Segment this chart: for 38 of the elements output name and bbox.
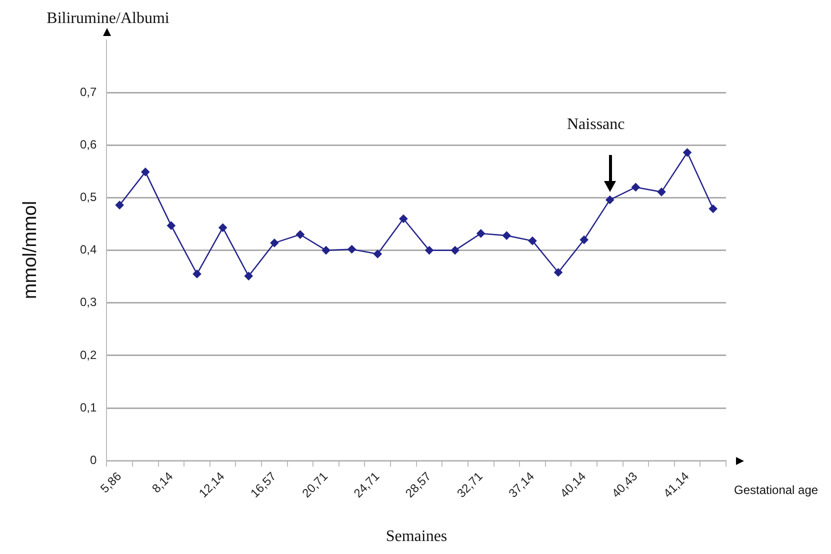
- x-axis-title: Semaines: [386, 528, 448, 546]
- chart-title: Bilirumine/Albumi: [46, 10, 170, 28]
- point: [373, 250, 382, 258]
- y-tick-label: 0,1: [80, 400, 97, 414]
- point: [528, 236, 537, 245]
- y-tick-label: 0,6: [80, 137, 97, 152]
- y-tick-label: 0,7: [80, 84, 97, 99]
- y-tick-label: 0,2: [80, 348, 97, 362]
- point: [476, 229, 486, 238]
- point: [218, 224, 227, 232]
- point: [450, 246, 460, 254]
- point: [657, 188, 666, 196]
- point: [270, 238, 279, 248]
- point: [192, 270, 202, 278]
- point: [580, 236, 588, 244]
- x-tick-label: 5,86: [98, 469, 124, 496]
- y-tick-label: 0,3: [80, 295, 97, 310]
- y-axis-title: mmol/mmol: [20, 201, 42, 300]
- point: [683, 148, 692, 157]
- annotation: Naissanc: [567, 116, 625, 134]
- point: [632, 183, 640, 192]
- y-tick-label: 0,5: [80, 190, 97, 204]
- point: [115, 200, 124, 210]
- point: [322, 246, 330, 254]
- point: [554, 268, 562, 277]
- text: Gestational age: [734, 482, 818, 497]
- point: [502, 231, 511, 240]
- y-tick-label: 0: [90, 452, 97, 467]
- point: [708, 204, 718, 213]
- point: [296, 230, 304, 239]
- point: [425, 246, 434, 254]
- point: [399, 214, 408, 223]
- y-tick-label: 0,4: [80, 242, 97, 257]
- point: [244, 272, 253, 280]
- point: [348, 245, 356, 254]
- point: [167, 221, 176, 230]
- point: [141, 168, 150, 176]
- point: [606, 196, 614, 204]
